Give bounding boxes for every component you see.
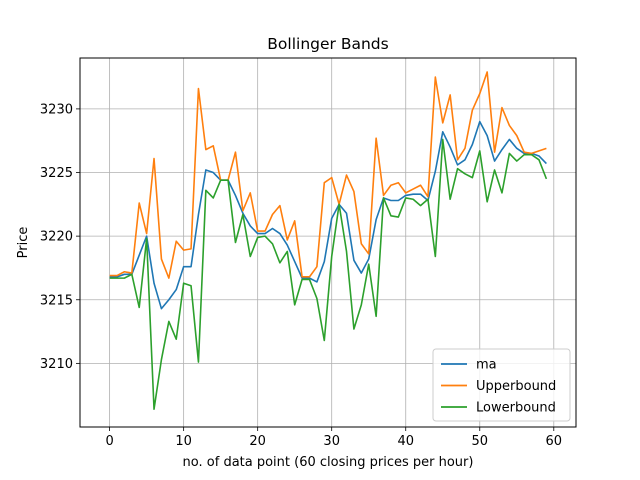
series-line-upperbound xyxy=(109,71,547,279)
legend: ma Upperbound Lowerbound xyxy=(432,348,571,422)
x-tick-label: 30 xyxy=(323,434,340,449)
series-line-ma xyxy=(109,120,547,310)
x-tick-label: 50 xyxy=(471,434,488,449)
series-lines xyxy=(109,71,548,410)
y-axis-label: Price xyxy=(16,227,31,259)
y-tick-label: 3210 xyxy=(40,357,73,372)
y-tick-label: 3220 xyxy=(40,230,73,245)
x-tick-label: 20 xyxy=(249,434,266,449)
legend-box xyxy=(432,348,571,422)
legend-label-upperbound: Upperbound xyxy=(476,379,556,394)
legend-label-ma: ma xyxy=(476,358,497,373)
plot-frame xyxy=(79,57,577,428)
y-tick-label: 3215 xyxy=(40,293,73,308)
x-axis-label: no. of data point (60 closing prices per… xyxy=(183,455,474,470)
x-tick-label: 10 xyxy=(175,434,192,449)
x-tick-label: 0 xyxy=(105,434,113,449)
legend-label-lowerbound: Lowerbound xyxy=(476,401,556,416)
x-tick-label: 40 xyxy=(397,434,414,449)
series-line-lowerbound xyxy=(109,138,548,410)
y-tick-label: 3230 xyxy=(40,102,73,117)
axis-ticks: 0 10 20 30 40 50 60 3210 3215 3220 3225 3230 xyxy=(40,102,562,449)
chart-title: Bollinger Bands xyxy=(267,35,388,53)
y-tick-label: 3225 xyxy=(40,166,73,181)
x-tick-label: 60 xyxy=(546,434,563,449)
